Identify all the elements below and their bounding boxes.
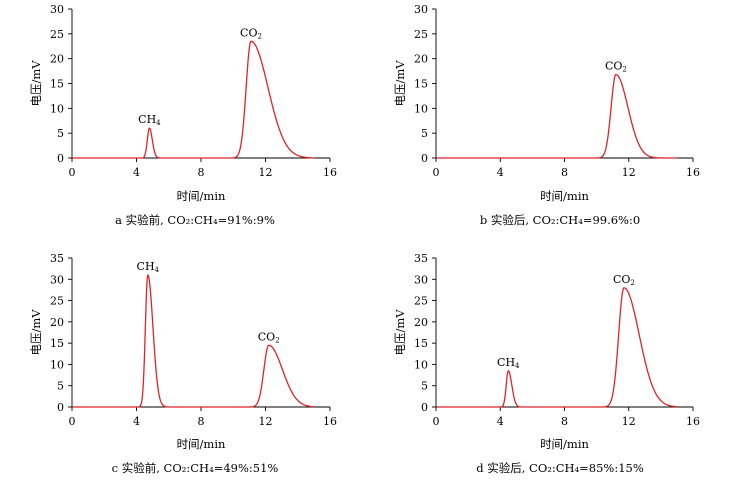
peak-label-main: CO [240,26,257,39]
y-tick-label: 35 [50,252,64,265]
x-tick-label: 16 [686,166,700,179]
y-tick-label: 10 [50,102,64,115]
y-tick-label: 35 [414,252,428,265]
peak-label-subscript: 4 [156,119,161,127]
y-tick-label: 5 [421,127,428,140]
y-tick-label: 30 [50,273,64,286]
y-tick-label: 15 [50,78,64,91]
x-tick-label: 4 [497,166,504,179]
y-tick-label: 30 [414,3,428,16]
y-tick-label: 0 [421,152,428,165]
y-tick-label: 30 [50,3,64,16]
y-tick-label: 20 [414,316,428,329]
x-axis-title: 时间/min [177,437,226,451]
peak-label-co2: CO2 [240,26,262,40]
y-tick-label: 30 [414,273,428,286]
y-tick-label: 25 [50,295,64,308]
y-axis-title: 电压/mV [29,60,43,107]
y-tick-label: 0 [421,401,428,414]
peak-label-co2: CO2 [258,330,280,344]
y-tick-label: 10 [414,102,428,115]
x-tick-label: 8 [561,166,568,179]
panel-caption: c 实验前, CO₂:CH₄=49%:51% [112,461,279,475]
x-tick-label: 12 [259,166,273,179]
chart-panel-b: 0 5 10 15 20 25 30 0 4 8 12 16 时间/min 电压/mV CO2 b 实验后, … [393,3,700,227]
x-tick-label: 0 [433,166,440,179]
x-tick-label: 4 [133,415,140,428]
y-tick-label: 25 [414,28,428,41]
y-tick-label: 20 [414,53,428,66]
x-tick-label: 16 [323,415,337,428]
x-tick-label: 0 [69,415,76,428]
peak-label-ch4: CH4 [137,260,160,274]
x-tick-label: 4 [497,415,504,428]
peak-label-main: CO [258,330,275,343]
y-tick-label: 0 [57,401,64,414]
y-tick-label: 25 [50,28,64,41]
y-tick-label: 0 [57,152,64,165]
y-tick-label: 15 [414,337,428,350]
peak-label-ch4: CH4 [138,113,161,127]
chromatogram-trace [435,287,678,408]
x-axis-title: 时间/min [540,437,589,451]
x-tick-label: 8 [561,415,568,428]
y-tick-label: 5 [57,127,64,140]
y-tick-label: 10 [50,358,64,371]
x-tick-label: 0 [69,166,76,179]
y-axis-title: 电压/mV [393,60,407,107]
x-axis-title: 时间/min [540,189,589,203]
chromatogram-trace [71,274,315,408]
y-axis-title: 电压/mV [29,309,43,356]
peak-label-subscript: 2 [622,66,626,74]
peak-label-main: CH [138,113,156,126]
x-tick-label: 16 [323,166,337,179]
peak-label-co2: CO2 [613,273,635,287]
peak-label-subscript: 2 [630,279,634,287]
y-tick-label: 20 [50,316,64,329]
y-tick-label: 20 [50,53,64,66]
x-tick-label: 12 [622,166,636,179]
x-tick-label: 0 [433,415,440,428]
peak-label-main: CO [605,60,622,73]
y-tick-label: 15 [414,78,428,91]
x-tick-label: 12 [622,415,636,428]
peak-label-ch4: CH4 [497,356,520,370]
peak-label-subscript: 2 [257,32,261,40]
y-axis-title: 电压/mV [393,309,407,356]
peak-label-main: CH [497,356,515,369]
peak-label-main: CH [137,260,155,273]
chromatogram-trace [71,40,315,159]
panel-caption: d 实验后, CO₂:CH₄=85%:15% [476,461,644,475]
x-axis-title: 时间/min [177,189,226,203]
x-tick-label: 12 [259,415,273,428]
x-tick-label: 16 [686,415,700,428]
peak-label-main: CO [613,273,630,286]
y-tick-label: 25 [414,295,428,308]
y-tick-label: 10 [414,358,428,371]
peak-label-subscript: 4 [515,362,520,370]
panel-caption: b 实验后, CO₂:CH₄=99.6%:0 [480,213,640,227]
y-tick-label: 5 [57,380,64,393]
peak-label-subscript: 4 [155,266,160,274]
x-tick-label: 4 [133,166,140,179]
panel-caption: a 实验前, CO₂:CH₄=91%:9% [115,213,275,227]
chromatogram-trace [435,73,678,159]
peak-label-co2: CO2 [605,60,627,74]
peak-label-subscript: 2 [275,336,279,344]
y-tick-label: 15 [50,337,64,350]
x-tick-label: 8 [198,415,205,428]
x-tick-label: 8 [198,166,205,179]
y-tick-label: 5 [421,380,428,393]
